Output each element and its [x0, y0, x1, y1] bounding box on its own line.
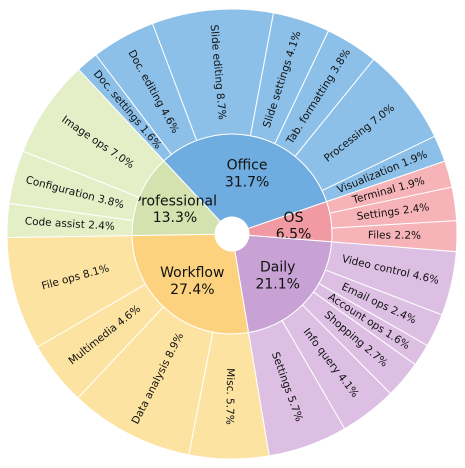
group-value: 21.1%: [255, 276, 299, 292]
outer-label: Slide editing 8.7%: [208, 24, 228, 120]
category-value: 8.7%: [214, 93, 228, 121]
category-value: 2.2%: [394, 230, 421, 242]
group-name: Office: [227, 157, 268, 173]
inner-label: Daily 21.1%: [255, 259, 299, 292]
category-name: Slide editing: [208, 24, 226, 90]
category-name: Files: [368, 229, 391, 241]
outer-label: Misc. 5.7%: [223, 368, 236, 425]
inner-label: Office 31.7%: [225, 157, 269, 190]
category-value: 2.4%: [88, 219, 115, 233]
category-name: Code assist: [24, 215, 85, 231]
group-name: OS: [284, 210, 304, 226]
inner-label: Professional 13.3%: [133, 193, 217, 226]
inner-label: Workflow 27.4%: [160, 265, 224, 298]
outer-segment: [22, 68, 165, 198]
outer-label: Files 2.2%: [368, 229, 421, 242]
outer-label: Code assist 2.4%: [24, 215, 115, 232]
category-name: Misc.: [224, 368, 236, 395]
category-value: 2.4%: [402, 201, 430, 216]
category-value: 5.7%: [223, 398, 235, 425]
group-value: 31.7%: [225, 174, 269, 190]
group-name: Workflow: [160, 265, 224, 281]
group-value: 27.4%: [170, 282, 214, 298]
group-name: Professional: [133, 193, 217, 209]
category-value: 4.6%: [411, 269, 440, 287]
group-name: Daily: [260, 259, 295, 275]
group-value: 13.3%: [153, 210, 197, 226]
outer-label: Settings 2.4%: [356, 201, 430, 223]
category-name: Settings: [356, 205, 400, 223]
